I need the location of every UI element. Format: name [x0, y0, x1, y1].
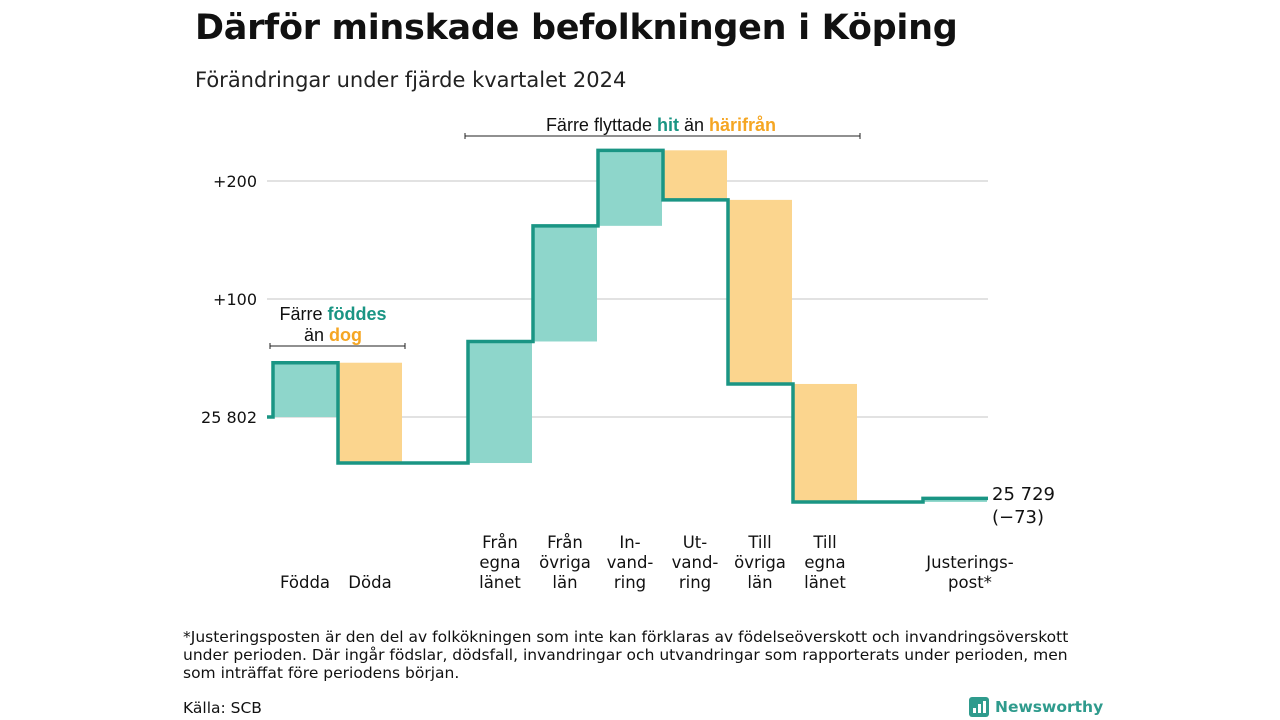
waterfall-chart: 25 802 +100 +200 Födda Döda Från egna länet Från…	[201, 115, 1055, 592]
chart-title: Därför minskade befolkningen i Köping	[195, 8, 958, 48]
source-label: Källa: SCB	[183, 699, 262, 717]
footnote: *Justeringsposten är den del av folkökni…	[183, 628, 1069, 682]
bar-9	[923, 498, 987, 502]
category-label: Från egna länet	[479, 533, 521, 592]
category-label: Till övriga län	[734, 533, 786, 592]
annotation-births: Färre föddes än dog	[279, 304, 386, 345]
annotation-bracket-migration	[464, 133, 861, 139]
bar-5	[598, 150, 662, 226]
category-label: Till egna länet	[804, 533, 846, 592]
y-tick-label: 25 802	[201, 408, 257, 427]
annotation-migration: Färre flyttade hit än härifrån	[546, 115, 776, 135]
bar-8	[793, 383, 857, 502]
bar-2	[338, 362, 402, 464]
bar-1	[273, 362, 337, 417]
end-change-label: (−73)	[992, 507, 1044, 528]
category-label: Döda	[348, 573, 391, 592]
cumulative-step-line	[267, 148, 988, 504]
newsworthy-logo-icon	[969, 697, 989, 717]
chart-subtitle: Förändringar under fjärde kvartalet 2024	[195, 68, 627, 92]
bar-6	[663, 150, 727, 200]
y-tick-label: +100	[213, 290, 257, 309]
category-label: In-vand-ring	[607, 533, 654, 592]
bar-7	[728, 199, 792, 384]
bar-4	[533, 225, 597, 342]
brand-name: Newsworthy	[995, 698, 1104, 716]
category-label: Justerings-post*	[925, 553, 1013, 592]
bar-3	[468, 341, 532, 464]
category-label: Födda	[280, 573, 330, 592]
category-label: Ut-vand-ring	[672, 533, 719, 592]
annotation-bracket-births	[269, 343, 406, 349]
y-tick-label: +200	[213, 172, 257, 191]
end-value-label: 25 729	[992, 484, 1055, 505]
brand[interactable]: Newsworthy	[969, 697, 1103, 717]
category-label: Från övriga län	[539, 533, 591, 592]
